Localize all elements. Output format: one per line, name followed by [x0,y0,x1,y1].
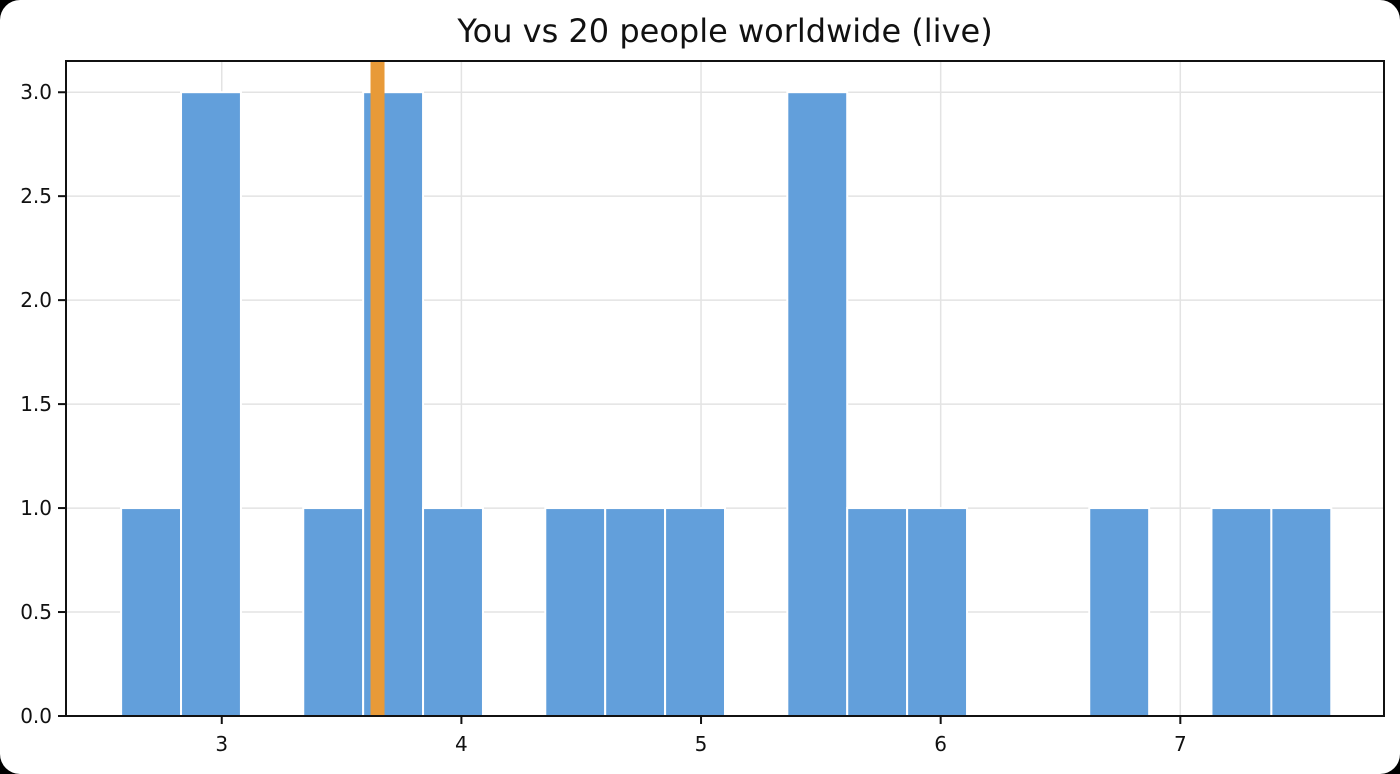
histogram-bar [1088,507,1151,718]
x-tick-label: 5 [695,732,708,756]
y-tick-label: 0.0 [20,704,52,728]
x-tick-label: 4 [455,732,468,756]
plot-area-frame [65,60,1385,717]
y-tick-label: 2.5 [20,184,52,208]
y-tick-label: 3.0 [20,80,52,104]
y-tick-label: 1.5 [20,392,52,416]
histogram-bar [604,507,667,718]
x-tick-label: 6 [934,732,947,756]
grid-lines [66,61,1384,717]
histogram-bar [906,507,969,718]
y-tick-label: 1.0 [20,496,52,520]
chart-title: You vs 20 people worldwide (live) [457,12,993,50]
histogram-bar [180,91,242,717]
histogram-bar [302,507,365,718]
histogram-bar [664,507,726,718]
histogram-bar [422,507,484,718]
histogram-bar [846,507,909,718]
histogram-bar [1270,507,1333,718]
axis-ticks: 3 4 5 6 7 0.0 0.5 1.0 1.5 2.0 2.5 3.0 [20,80,1186,756]
histogram-bar [544,507,607,718]
histogram-bar [1210,507,1273,718]
y-tick-label: 0.5 [20,600,52,624]
histogram-bar [786,91,849,717]
histogram-bar [120,507,183,718]
x-tick-label: 3 [215,732,228,756]
x-tick-label: 7 [1174,732,1187,756]
y-tick-label: 2.0 [20,288,52,312]
